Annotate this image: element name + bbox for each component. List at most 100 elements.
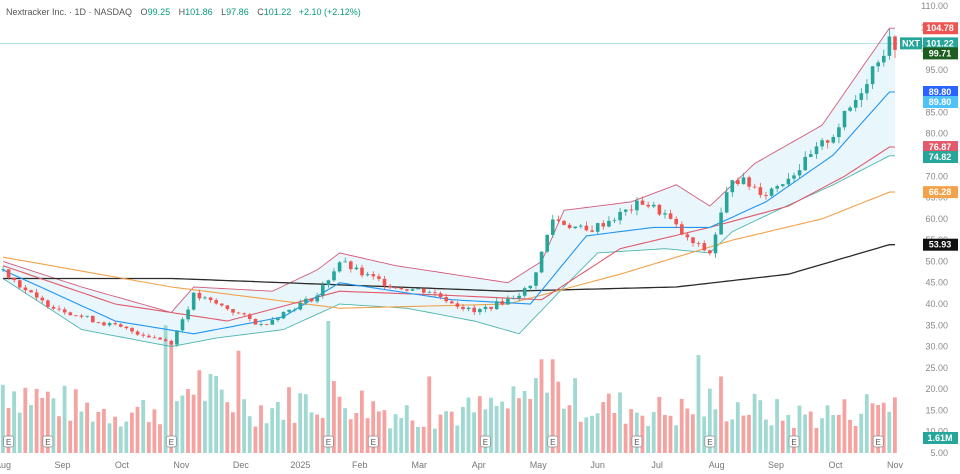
volume-bar bbox=[174, 401, 179, 453]
volume-bar bbox=[477, 396, 482, 453]
volume-bar bbox=[489, 397, 493, 453]
price-tag-label: 104.78 bbox=[926, 23, 954, 33]
candle-body bbox=[6, 269, 11, 278]
volume-bar bbox=[730, 419, 735, 453]
volume-bar bbox=[287, 387, 291, 453]
candle-body bbox=[220, 303, 224, 306]
candle-body bbox=[837, 127, 841, 138]
candle-body bbox=[882, 55, 886, 63]
candle-body bbox=[853, 100, 858, 108]
candle-body bbox=[152, 337, 157, 339]
volume-bar bbox=[578, 421, 583, 453]
candle-body bbox=[124, 326, 129, 329]
candle-body bbox=[169, 340, 174, 345]
close-value: 101.22 bbox=[263, 7, 292, 17]
volume-bar bbox=[298, 393, 303, 453]
volume-bar bbox=[45, 391, 50, 453]
candle-body bbox=[298, 302, 303, 310]
bollinger-area bbox=[3, 28, 895, 347]
candle-body bbox=[141, 334, 146, 336]
candle-body bbox=[522, 288, 527, 296]
price-tag-bg bbox=[923, 141, 958, 154]
candle-body bbox=[427, 292, 432, 294]
x-tick-label: Oct bbox=[829, 460, 844, 470]
candle-body bbox=[113, 323, 117, 325]
bollinger-band-fill bbox=[3, 28, 895, 347]
price-tag-bg bbox=[923, 47, 958, 60]
volume-bar bbox=[79, 411, 84, 453]
candle-body bbox=[870, 66, 875, 85]
volume-bar bbox=[315, 414, 319, 453]
y-tick-label: 10.00 bbox=[925, 427, 948, 437]
volume-bar bbox=[758, 400, 763, 453]
volume-bar bbox=[808, 411, 813, 453]
x-tick-label: Aug bbox=[0, 460, 11, 470]
candle-body bbox=[466, 307, 471, 309]
volume-bar bbox=[573, 378, 577, 453]
candle-body bbox=[769, 188, 774, 196]
earnings-marker-box bbox=[547, 435, 559, 448]
candle-body bbox=[292, 309, 297, 311]
volume-bar bbox=[562, 408, 566, 453]
volume-bar bbox=[96, 412, 101, 453]
candle-body bbox=[865, 84, 869, 94]
volume-bar bbox=[242, 399, 246, 453]
candle-body bbox=[831, 137, 836, 143]
x-tick-label: May bbox=[530, 460, 548, 470]
candle-body bbox=[876, 62, 880, 67]
candle-body bbox=[34, 292, 39, 298]
earnings-marker-box bbox=[3, 435, 14, 448]
x-tick-label: Nov bbox=[887, 460, 904, 470]
volume-bar bbox=[348, 419, 353, 453]
volume-bar bbox=[107, 423, 112, 453]
volume-bar bbox=[713, 409, 718, 453]
candle-body bbox=[646, 204, 650, 207]
earnings-marker-label: E bbox=[550, 438, 555, 447]
high-label: H bbox=[178, 7, 186, 17]
candle-body bbox=[494, 301, 499, 310]
candle-body bbox=[147, 335, 151, 338]
candle-body bbox=[23, 287, 28, 291]
volume-bar bbox=[634, 412, 639, 453]
volume-bar bbox=[382, 410, 387, 453]
volume-bar bbox=[292, 422, 297, 453]
candle-body bbox=[786, 178, 791, 185]
candle-body bbox=[702, 243, 707, 251]
volume-bar bbox=[618, 392, 622, 453]
x-tick-label: Dec bbox=[233, 460, 250, 470]
volume-bar bbox=[343, 408, 347, 453]
volume-bar bbox=[354, 413, 359, 453]
candle-body bbox=[859, 93, 864, 100]
volume-bar bbox=[281, 419, 286, 453]
volume-bar bbox=[500, 401, 505, 453]
volume-bar bbox=[270, 408, 275, 453]
candle-body bbox=[180, 319, 185, 331]
volume-bar bbox=[399, 418, 404, 453]
volume-bar bbox=[483, 409, 488, 453]
earnings-marker-box bbox=[367, 435, 379, 448]
volume-bar bbox=[780, 420, 785, 453]
volume-bar bbox=[803, 414, 807, 453]
price-tag-label: 99.71 bbox=[929, 48, 952, 58]
volume-bar bbox=[674, 425, 678, 453]
volume-bar bbox=[12, 391, 16, 453]
candle-body bbox=[281, 311, 286, 319]
candle-body bbox=[1, 269, 5, 271]
volume-bar bbox=[825, 405, 830, 453]
volume-tag-bg bbox=[923, 432, 958, 444]
volume-bar bbox=[236, 350, 241, 453]
candle-body bbox=[719, 212, 723, 235]
candle-body bbox=[663, 213, 667, 215]
volume-bar bbox=[831, 415, 836, 453]
earnings-marker-box bbox=[872, 435, 884, 448]
candle-body bbox=[354, 267, 359, 270]
volume-bar bbox=[163, 325, 168, 453]
volume-bar bbox=[102, 408, 106, 453]
volume-bar bbox=[651, 412, 656, 453]
earnings-markers: E E E E E EE E E E E bbox=[3, 435, 884, 448]
candle-body bbox=[764, 195, 768, 196]
earnings-marker-label: E bbox=[483, 438, 488, 447]
earnings-marker-box bbox=[165, 435, 177, 448]
